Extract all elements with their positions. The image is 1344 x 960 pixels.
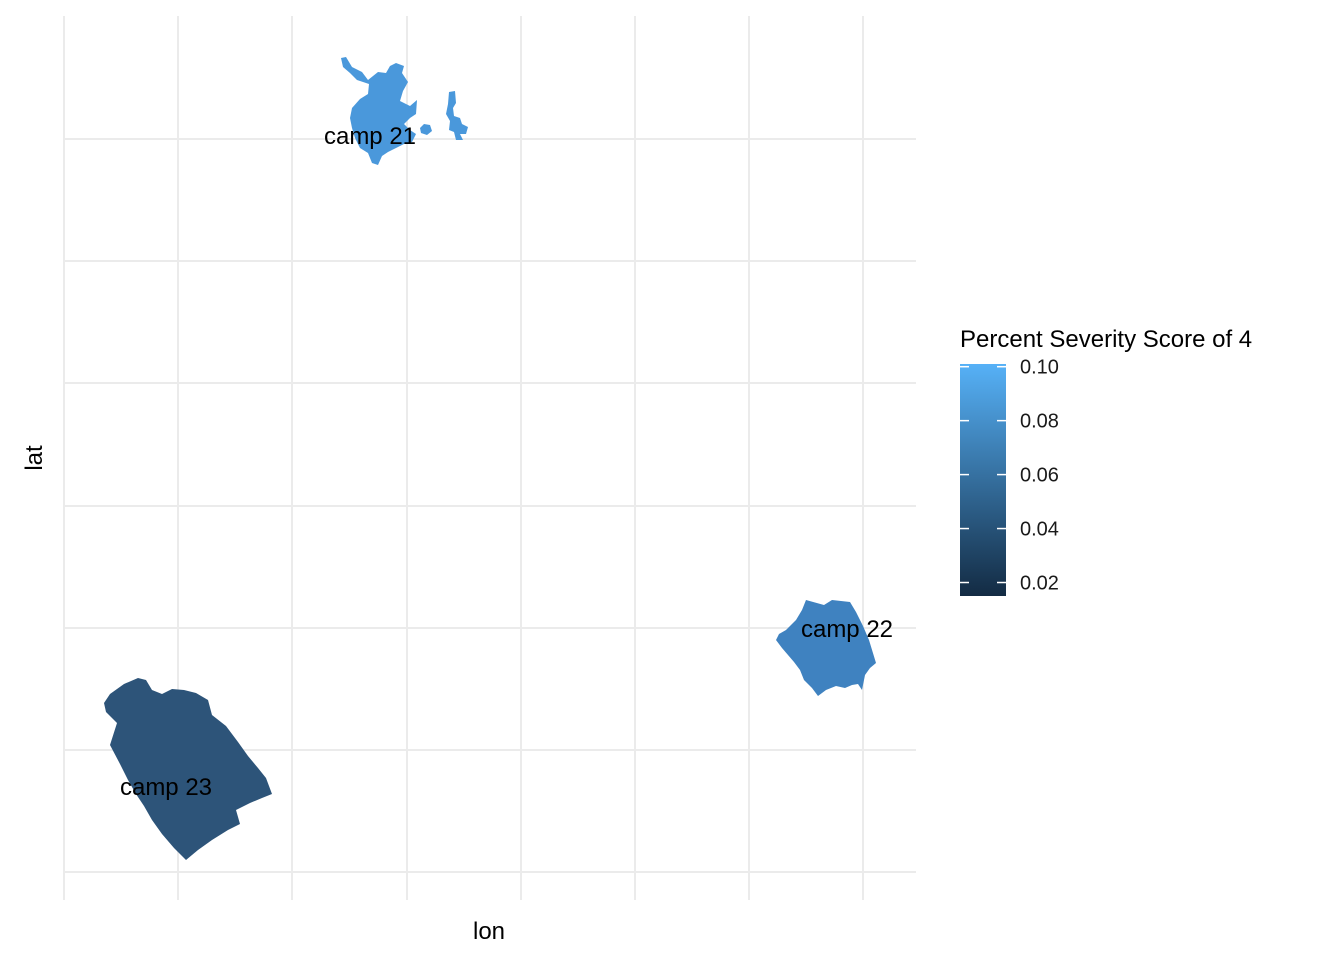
y-axis-title: lat [21, 445, 48, 471]
x-axis-title: lon [473, 918, 505, 945]
camp-23-label: camp 23 [120, 774, 212, 801]
legend-tick-label: 0.08 [1020, 411, 1059, 433]
camp-21-shape [341, 57, 417, 165]
region-camp-23 [104, 678, 272, 860]
camp-21-islet [446, 91, 468, 140]
camp-22-shape [776, 600, 876, 696]
region-camp-22 [776, 600, 876, 696]
region-camp-21 [341, 57, 468, 165]
camp-23-shape [104, 678, 272, 860]
legend-ticks: 0.10 0.08 0.06 0.04 0.02 [960, 357, 1059, 595]
camp-22-label: camp 22 [801, 616, 893, 643]
legend-tick-label: 0.10 [1020, 357, 1059, 379]
legend-title: Percent Severity Score of 4 [960, 326, 1252, 353]
camp-21-label: camp 21 [324, 123, 416, 150]
legend-colorbar [960, 364, 1006, 596]
legend: Percent Severity Score of 4 0.10 0.08 0.06… [960, 326, 1252, 596]
gridlines-vertical [63, 16, 864, 900]
legend-tick-label: 0.04 [1020, 519, 1059, 541]
camp-21-islet [420, 124, 432, 135]
legend-tick-label: 0.06 [1020, 465, 1059, 487]
legend-tick-label: 0.02 [1020, 573, 1059, 595]
